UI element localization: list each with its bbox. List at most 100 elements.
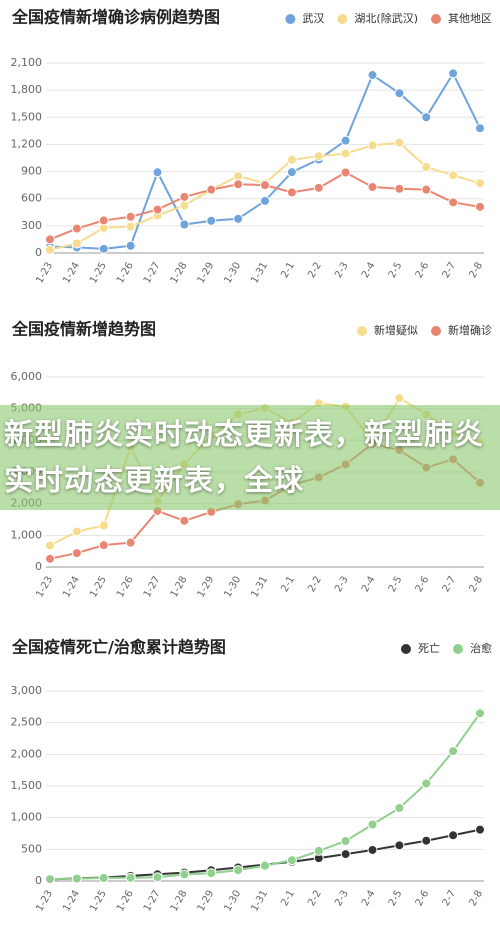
data-point [71, 223, 82, 234]
data-point [98, 520, 109, 531]
data-point [367, 140, 378, 151]
legend-swatch [431, 326, 441, 336]
y-tick-label: 900 [21, 165, 42, 178]
data-point [421, 778, 432, 789]
data-point [71, 873, 82, 884]
x-tick-label: 2-2 [306, 575, 324, 595]
data-point [71, 238, 82, 249]
data-point [367, 844, 378, 855]
data-point [448, 746, 459, 757]
data-point [394, 88, 405, 99]
legend-swatch [285, 14, 296, 24]
data-point [233, 865, 244, 876]
x-tick-label: 1-27 [142, 575, 163, 600]
data-point [233, 213, 244, 224]
x-tick-label: 2-7 [441, 261, 459, 281]
legend-label: 其他地区 [448, 12, 492, 25]
x-tick-label: 1-24 [61, 575, 82, 600]
data-point [448, 170, 459, 181]
data-point [475, 201, 485, 212]
data-point [286, 167, 297, 178]
y-tick-label: 6,000 [11, 370, 43, 383]
data-point [179, 515, 190, 526]
chart-title: 全国疫情死亡/治愈累计趋势图 [11, 638, 226, 657]
data-point [152, 167, 163, 178]
data-point [45, 553, 55, 564]
data-point [367, 819, 378, 830]
x-tick-label: 1-23 [34, 889, 55, 914]
data-point [260, 180, 270, 191]
data-point [340, 148, 351, 159]
y-tick-label: 1,500 [11, 110, 43, 123]
data-point [125, 221, 136, 232]
series-line [49, 828, 481, 881]
data-point [98, 243, 109, 254]
x-tick-label: 2-6 [414, 261, 432, 281]
y-tick-label: 2,500 [11, 716, 43, 729]
data-point [45, 234, 55, 245]
x-tick-label: 1-27 [142, 889, 163, 914]
x-tick-label: 1-29 [196, 889, 217, 914]
data-point [152, 872, 163, 883]
data-point [421, 162, 432, 173]
y-tick-label: 300 [21, 219, 42, 232]
legend-label: 死亡 [418, 641, 440, 655]
x-tick-label: 1-30 [222, 575, 243, 600]
x-tick-label: 1-25 [88, 575, 109, 600]
data-point [448, 68, 459, 79]
x-tick-label: 1-28 [169, 261, 190, 286]
legend-label: 治愈 [470, 641, 492, 655]
y-tick-label: 2,000 [11, 747, 43, 760]
legend-swatch [453, 644, 463, 654]
data-point [421, 835, 432, 846]
banner: 新型肺炎实时动态更新表，新型肺炎实时动态更新表，全球 [0, 405, 500, 510]
x-tick-label: 2-7 [441, 889, 459, 909]
data-point [394, 137, 405, 148]
data-point [125, 537, 136, 548]
data-point [206, 868, 217, 879]
data-point [286, 855, 297, 866]
y-tick-label: 1,800 [11, 83, 43, 96]
legend-label: 新增确诊 [448, 323, 492, 337]
x-tick-label: 2-1 [279, 575, 297, 595]
x-tick-label: 2-2 [306, 889, 324, 909]
data-point [260, 860, 270, 871]
legend-label: 武汉 [302, 12, 324, 25]
chart-title: 全国疫情新增确诊病例趋势图 [11, 8, 220, 27]
x-tick-label: 2-1 [279, 889, 297, 909]
y-tick-label: 1,500 [11, 779, 43, 792]
data-point [475, 178, 485, 189]
x-tick-label: 1-24 [61, 261, 82, 286]
data-point [286, 154, 297, 165]
data-point [98, 540, 109, 551]
data-point [367, 181, 378, 192]
data-point [448, 197, 459, 208]
data-point [45, 540, 55, 551]
data-point [313, 845, 324, 856]
y-tick-label: 1,000 [11, 811, 43, 824]
chart-title: 全国疫情新增趋势图 [11, 320, 156, 339]
y-tick-label: 500 [21, 842, 42, 855]
data-point [367, 70, 378, 81]
x-tick-label: 1-31 [249, 889, 270, 914]
data-point [233, 179, 244, 190]
legend-label: 新增疑似 [374, 323, 418, 337]
x-tick-label: 1-23 [34, 575, 55, 600]
x-tick-label: 1-26 [115, 261, 136, 286]
data-point [206, 215, 217, 226]
x-tick-label: 1-25 [88, 261, 109, 286]
y-tick-label: 0 [35, 246, 42, 259]
data-point [152, 204, 163, 215]
x-tick-label: 2-8 [467, 261, 485, 281]
y-tick-label: 0 [35, 560, 42, 573]
data-point [340, 849, 351, 860]
data-point [179, 869, 190, 880]
data-point [125, 211, 136, 222]
x-tick-label: 2-3 [333, 889, 351, 909]
x-tick-label: 1-28 [169, 889, 190, 914]
data-point [340, 167, 351, 178]
series-line [49, 71, 481, 250]
data-point [394, 393, 405, 404]
x-tick-label: 2-6 [414, 575, 432, 595]
